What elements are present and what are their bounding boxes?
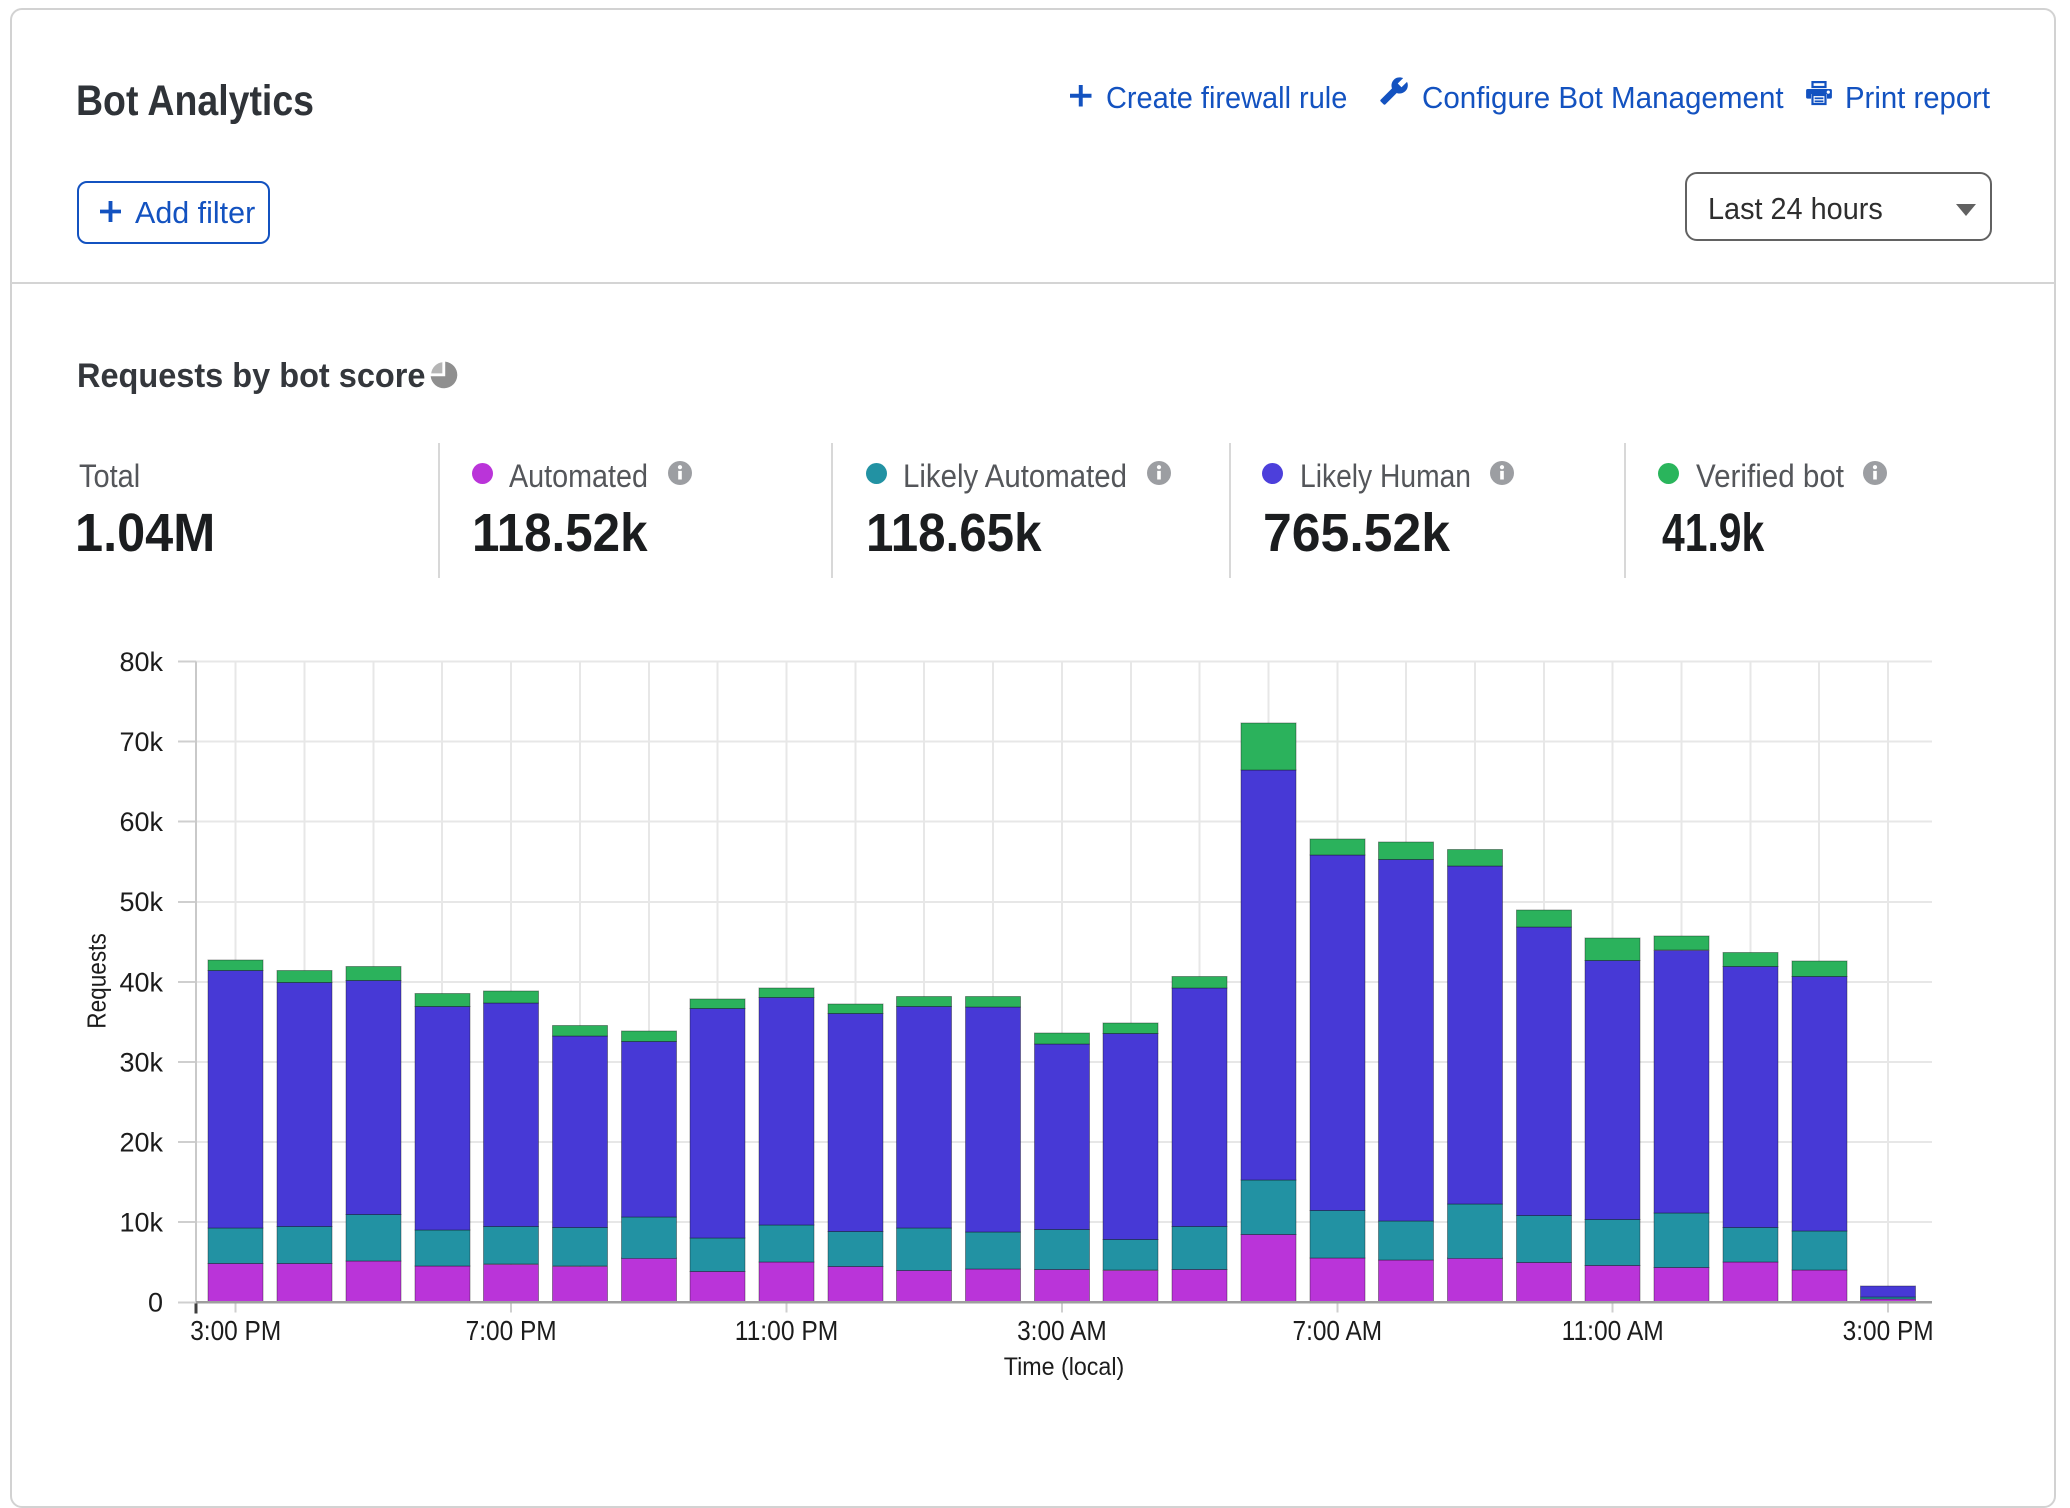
svg-text:80k: 80k — [119, 647, 163, 677]
svg-text:11:00 AM: 11:00 AM — [1562, 1315, 1664, 1347]
svg-text:3:00 AM: 3:00 AM — [1017, 1315, 1107, 1347]
svg-text:10k: 10k — [119, 1208, 163, 1238]
svg-text:7:00 AM: 7:00 AM — [1292, 1315, 1382, 1347]
svg-text:70k: 70k — [119, 727, 163, 757]
svg-text:30k: 30k — [119, 1047, 163, 1077]
svg-text:11:00 PM: 11:00 PM — [735, 1315, 838, 1347]
svg-text:60k: 60k — [119, 807, 163, 837]
svg-text:3:00 PM: 3:00 PM — [1843, 1315, 1934, 1347]
svg-text:Requests: Requests — [83, 933, 112, 1029]
svg-text:50k: 50k — [119, 887, 163, 917]
svg-text:20k: 20k — [119, 1128, 163, 1158]
svg-text:0: 0 — [148, 1288, 163, 1318]
svg-text:Time (local): Time (local) — [1004, 1353, 1124, 1381]
svg-text:7:00 PM: 7:00 PM — [466, 1315, 557, 1347]
svg-text:3:00 PM: 3:00 PM — [190, 1315, 281, 1347]
svg-text:40k: 40k — [119, 967, 163, 997]
